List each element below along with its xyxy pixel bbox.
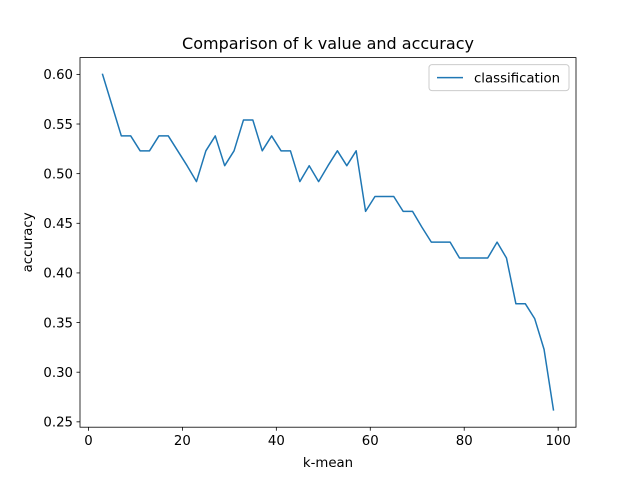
x-tick-label: 40 <box>268 434 285 449</box>
chart-title: Comparison of k value and accuracy <box>182 34 474 53</box>
legend: classification <box>428 64 570 92</box>
y-tick-label: 0.50 <box>43 167 73 182</box>
y-tick-label: 0.30 <box>43 366 73 381</box>
x-tick-label: 80 <box>456 434 473 449</box>
y-tick-label: 0.60 <box>43 68 73 83</box>
x-tick-label: 0 <box>84 434 92 449</box>
y-axis: 0.25 0.30 0.35 0.40 0.45 0.50 0.55 0.60 <box>43 68 80 431</box>
y-axis-label: accuracy <box>21 212 36 272</box>
y-tick-label: 0.45 <box>43 217 73 232</box>
y-tick-label: 0.55 <box>43 118 73 133</box>
legend-frame <box>428 64 570 92</box>
x-tick-label: 20 <box>174 434 191 449</box>
legend-label: classification <box>474 71 560 86</box>
axes-frame <box>79 57 577 428</box>
y-tick-label: 0.35 <box>43 316 73 331</box>
x-axis: 0 20 40 60 80 100 <box>84 427 571 449</box>
y-tick-label: 0.25 <box>43 416 73 431</box>
y-tick-label: 0.40 <box>43 267 73 282</box>
x-axis-label: k-mean <box>303 456 353 471</box>
x-tick-label: 100 <box>545 434 570 449</box>
plot-area <box>101 73 555 411</box>
series-line-classification <box>101 73 555 411</box>
x-tick-label: 60 <box>362 434 379 449</box>
